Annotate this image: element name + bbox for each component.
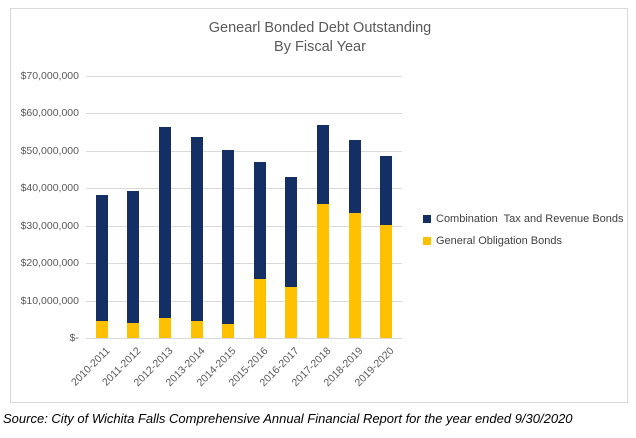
gridline-0 xyxy=(86,338,402,339)
chart-title-line1: Genearl Bonded Debt Outstanding xyxy=(11,19,629,38)
bar-general-obligation-2012-2013 xyxy=(159,318,171,338)
gridline-70000000 xyxy=(86,76,402,77)
plot-area xyxy=(86,76,402,338)
bar-combination-bonds-2018-2019 xyxy=(349,140,361,213)
bar-general-obligation-2016-2017 xyxy=(285,287,297,338)
legend-label-general-obligation-bonds: General Obligation Bonds xyxy=(436,235,562,247)
bar-combination-bonds-2011-2012 xyxy=(127,191,139,323)
x-axis-label-2014-2015: 2014-2015 xyxy=(178,345,239,406)
bar-general-obligation-2017-2018 xyxy=(317,204,329,338)
source-citation: Source: City of Wichita Falls Comprehens… xyxy=(3,411,573,426)
legend-item-general-obligation-bonds: General Obligation Bonds xyxy=(423,235,624,247)
y-axis-label: $40,000,000 xyxy=(11,182,79,194)
chart-title-line2: By Fiscal Year xyxy=(11,38,629,57)
bar-general-obligation-2014-2015 xyxy=(222,324,234,338)
chart-title: Genearl Bonded Debt Outstanding By Fisca… xyxy=(11,19,629,57)
bar-combination-bonds-2015-2016 xyxy=(254,162,266,279)
legend-swatch-general-obligation-bonds xyxy=(423,237,431,245)
y-axis-label: $10,000,000 xyxy=(11,295,79,307)
bar-combination-bonds-2017-2018 xyxy=(317,125,329,204)
legend-item-combination-bonds: Combination Tax and Revenue Bonds xyxy=(423,213,624,225)
bar-combination-bonds-2016-2017 xyxy=(285,177,297,287)
bar-general-obligation-2013-2014 xyxy=(191,321,203,338)
x-axis-label-2017-2018: 2017-2018 xyxy=(273,345,334,406)
y-axis-label: $- xyxy=(11,332,79,344)
legend-swatch-combination-bonds xyxy=(423,215,431,223)
bar-general-obligation-2015-2016 xyxy=(254,279,266,338)
y-axis-label: $70,000,000 xyxy=(11,70,79,82)
bar-general-obligation-2018-2019 xyxy=(349,213,361,338)
legend-label-combination-bonds: Combination Tax and Revenue Bonds xyxy=(436,213,624,225)
chart-container: Genearl Bonded Debt Outstanding By Fisca… xyxy=(10,8,628,403)
bar-combination-bonds-2010-2011 xyxy=(96,195,108,320)
y-axis-label: $60,000,000 xyxy=(11,107,79,119)
bar-general-obligation-2010-2011 xyxy=(96,321,108,338)
bar-combination-bonds-2013-2014 xyxy=(191,137,203,320)
bar-general-obligation-2019-2020 xyxy=(380,225,392,338)
x-axis-label-2012-2013: 2012-2013 xyxy=(115,345,176,406)
bar-combination-bonds-2012-2013 xyxy=(159,127,171,318)
legend: Combination Tax and Revenue Bonds Genera… xyxy=(423,213,624,247)
y-axis-label: $30,000,000 xyxy=(11,220,79,232)
bar-combination-bonds-2014-2015 xyxy=(222,150,234,324)
bar-combination-bonds-2019-2020 xyxy=(380,156,392,224)
gridline-60000000 xyxy=(86,113,402,114)
bar-general-obligation-2011-2012 xyxy=(127,323,139,338)
x-axis-label-2019-2020: 2019-2020 xyxy=(336,345,397,406)
y-axis-label: $20,000,000 xyxy=(11,257,79,269)
y-axis-label: $50,000,000 xyxy=(11,145,79,157)
